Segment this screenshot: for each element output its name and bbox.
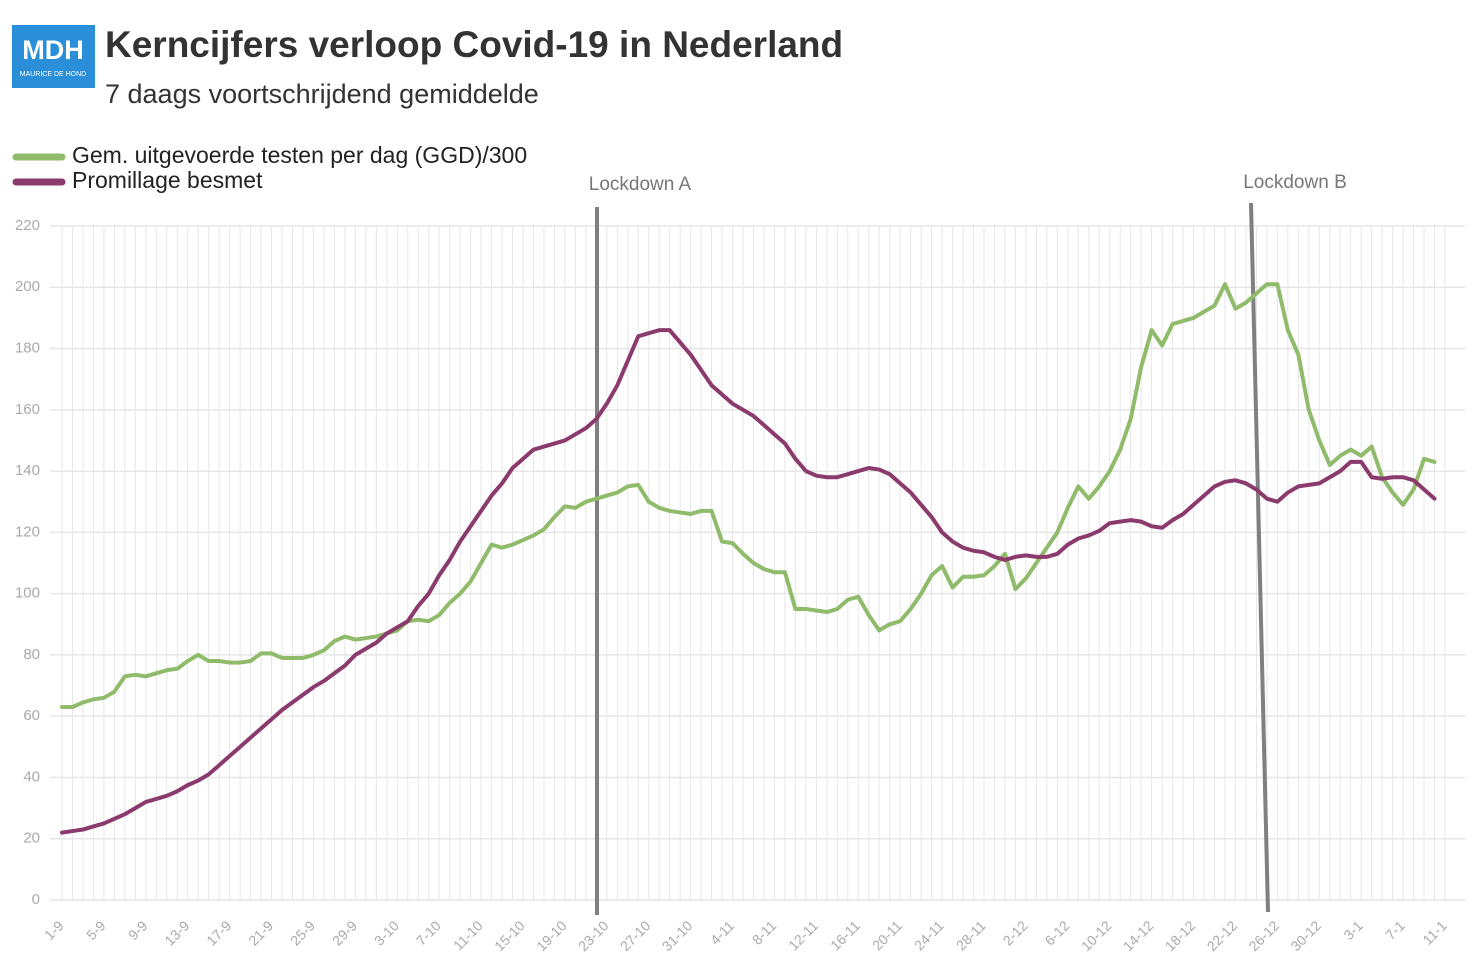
logo-box [12, 25, 95, 88]
y-tick-label: 20 [23, 830, 40, 847]
logo-text: MDH [22, 35, 84, 65]
x-tick-label: 23-10 [575, 917, 612, 954]
x-tick-label: 16-11 [827, 917, 863, 953]
x-tick-label: 11-1 [1419, 917, 1450, 948]
x-tick-label: 30-12 [1287, 917, 1324, 954]
x-tick-label: 10-12 [1078, 917, 1115, 954]
y-tick-label: 80 [23, 646, 40, 663]
x-tick-label: 31-10 [659, 917, 696, 954]
x-tick-label: 6-12 [1041, 917, 1072, 948]
legend-label: Gem. uitgevoerde testen per dag (GGD)/30… [72, 142, 527, 168]
x-tick-label: 3-1 [1340, 917, 1366, 943]
x-tick-label: 15-10 [491, 917, 528, 954]
x-tick-label: 19-10 [533, 917, 570, 954]
x-tick-label: 2-12 [1000, 917, 1031, 948]
x-tick-label: 24-11 [911, 917, 947, 953]
x-tick-label: 18-12 [1162, 917, 1199, 954]
y-tick-label: 0 [32, 891, 40, 908]
x-tick-label: 7-1 [1382, 917, 1408, 943]
x-tick-label: 27-10 [617, 917, 654, 954]
y-tick-label: 160 [15, 401, 40, 418]
x-tick-label: 4-11 [707, 917, 738, 948]
x-tick-label: 8-11 [749, 917, 780, 948]
x-tick-label: 21-9 [245, 917, 276, 948]
x-tick-label: 3-10 [371, 917, 402, 948]
x-tick-label: 17-9 [203, 917, 234, 948]
y-tick-label: 140 [15, 462, 40, 479]
x-tick-label: 12-11 [785, 917, 821, 953]
x-tick-label: 25-9 [287, 917, 318, 948]
x-tick-label: 14-12 [1120, 917, 1157, 954]
y-tick-label: 220 [15, 217, 40, 234]
y-tick-label: 200 [15, 278, 40, 295]
x-tick-label: 29-9 [329, 917, 360, 948]
x-tick-label: 28-11 [953, 917, 989, 953]
y-tick-label: 100 [15, 585, 40, 602]
y-tick-label: 40 [23, 768, 40, 785]
annotation: Lockdown A [589, 174, 692, 195]
x-tick-label: 1-9 [41, 917, 67, 943]
y-tick-label: 60 [23, 707, 40, 724]
logo-subtext: MAURICE DE HOND [20, 71, 87, 78]
x-tick-label: 22-12 [1204, 917, 1241, 954]
lockdown-line [1249, 202, 1270, 913]
x-tick-label: 5-9 [83, 917, 109, 943]
chart-subtitle: 7 daags voortschrijdend gemiddelde [105, 79, 539, 109]
y-tick-label: 180 [15, 340, 40, 357]
y-tick-label: 120 [15, 523, 40, 540]
x-tick-label: 20-11 [869, 917, 905, 953]
annotation: Lockdown B [1243, 172, 1347, 193]
x-tick-label: 13-9 [161, 917, 192, 948]
x-tick-label: 9-9 [125, 917, 151, 943]
data-line [60, 282, 1437, 709]
x-tick-label: 11-10 [450, 917, 486, 953]
chart-title: Kerncijfers verloop Covid-19 in Nederlan… [105, 24, 843, 65]
data-line [60, 328, 1437, 835]
legend-label: Promillage besmet [72, 167, 263, 193]
x-tick-label: 7-10 [413, 917, 444, 948]
x-tick-label: 26-12 [1245, 917, 1282, 954]
